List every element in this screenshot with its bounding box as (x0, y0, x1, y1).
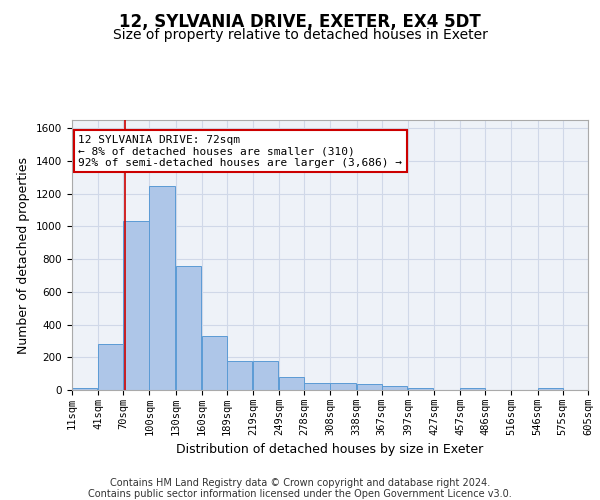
Bar (227, 360, 252, 390)
Text: Contains public sector information licensed under the Open Government Licence v3: Contains public sector information licen… (88, 489, 512, 499)
Text: Size of property relative to detached houses in Exeter: Size of property relative to detached ho… (113, 28, 487, 42)
Bar (176, 266, 201, 390)
Bar (538, 388, 563, 390)
Text: 12 SYLVANIA DRIVE: 72sqm
← 8% of detached houses are smaller (310)
92% of semi-d: 12 SYLVANIA DRIVE: 72sqm ← 8% of detache… (78, 134, 402, 168)
Y-axis label: Number of detached properties: Number of detached properties (17, 156, 31, 354)
Bar (460, 388, 485, 390)
Bar (331, 384, 356, 390)
Bar (304, 382, 329, 390)
Text: Contains HM Land Registry data © Crown copyright and database right 2024.: Contains HM Land Registry data © Crown c… (110, 478, 490, 488)
Text: Distribution of detached houses by size in Exeter: Distribution of detached houses by size … (176, 442, 484, 456)
Bar (72, 388, 97, 390)
Bar (253, 360, 278, 390)
Bar (98, 344, 124, 390)
Bar (202, 336, 227, 390)
Bar (124, 220, 149, 390)
Bar (356, 384, 382, 390)
Bar (408, 388, 433, 390)
Bar (279, 377, 304, 390)
Bar (382, 386, 407, 390)
Text: 12, SYLVANIA DRIVE, EXETER, EX4 5DT: 12, SYLVANIA DRIVE, EXETER, EX4 5DT (119, 12, 481, 30)
Bar (149, 186, 175, 390)
